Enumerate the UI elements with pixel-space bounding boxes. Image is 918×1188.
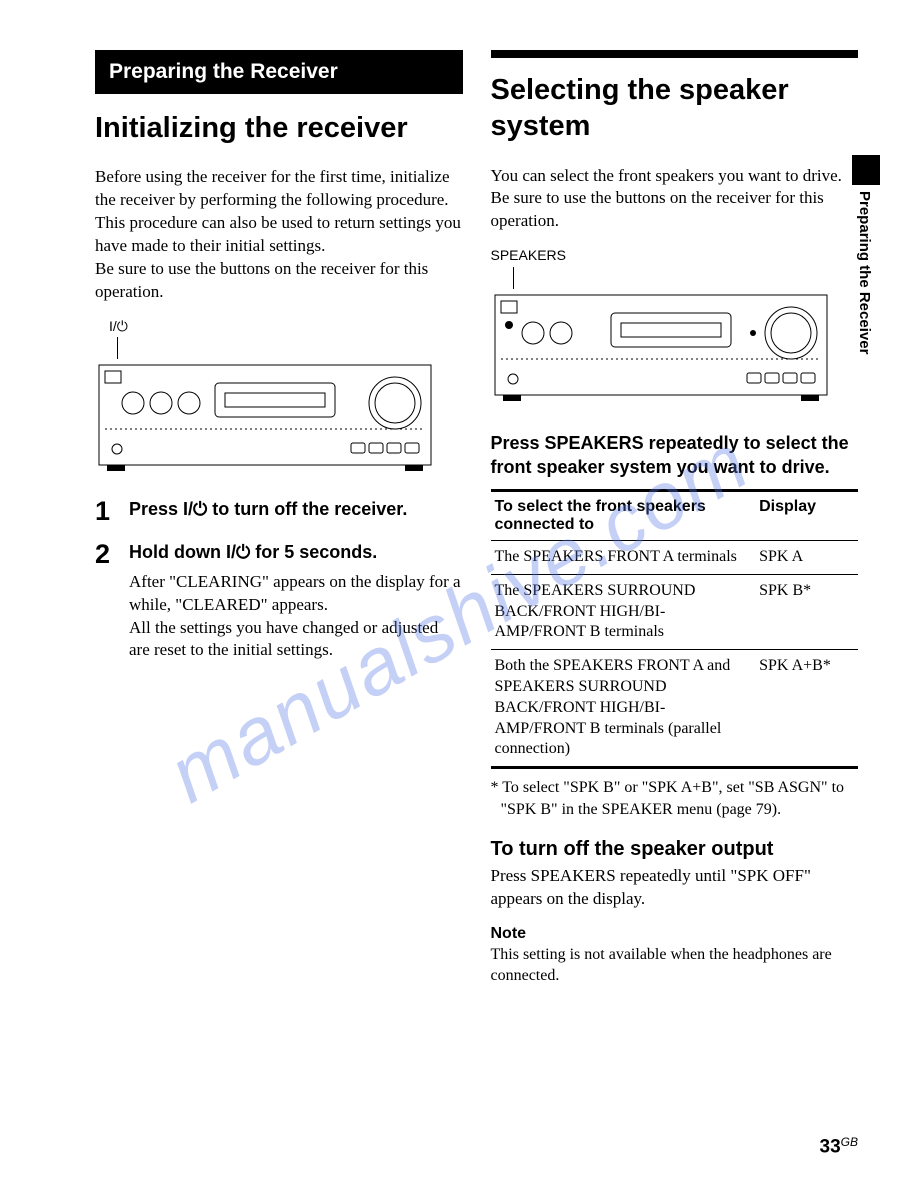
power-callout-label: I/⏻ (109, 318, 463, 335)
left-column: Preparing the Receiver Initializing the … (95, 50, 463, 987)
steps-list: 1 Press I/⏻ to turn off the receiver. 2 … (95, 498, 463, 663)
step-1: 1 Press I/⏻ to turn off the receiver. (95, 498, 463, 527)
page-number: 33GB (820, 1135, 858, 1158)
side-tab-marker (852, 155, 880, 185)
step-text: After "CLEARING" appears on the display … (129, 571, 463, 663)
manual-page: manualshive.com Preparing the Receiver P… (0, 0, 918, 1188)
left-heading: Initializing the receiver (95, 110, 463, 146)
receiver-illustration-icon (95, 359, 435, 479)
table-row: The SPEAKERS FRONT A terminals SPK A (491, 541, 859, 575)
receiver-diagram-left: I/⏻ (95, 318, 463, 484)
right-column: Selecting the speaker system You can sel… (491, 50, 859, 987)
step-2: 2 Hold down I/⏻ for 5 seconds. After "CL… (95, 541, 463, 662)
side-tab: Preparing the Receiver (852, 155, 880, 354)
side-tab-label: Preparing the Receiver (852, 185, 873, 354)
receiver-diagram-right (491, 267, 859, 414)
subheading: To turn off the speaker output (491, 838, 859, 861)
step-title: Press I/⏻ to turn off the receiver. (129, 498, 463, 521)
table-header-col1: To select the front speakers connected t… (491, 491, 756, 541)
table-cell: The SPEAKERS SURROUND BACK/FRONT HIGH/BI… (491, 574, 756, 649)
speakers-callout-label: SPEAKERS (491, 247, 859, 263)
table-cell: SPK A (755, 541, 858, 575)
page-number-value: 33 (820, 1136, 841, 1157)
note-label: Note (491, 925, 859, 943)
right-instruction: Press SPEAKERS repeatedly to select the … (491, 432, 859, 479)
step-title: Hold down I/⏻ for 5 seconds. (129, 541, 463, 564)
section-header: Preparing the Receiver (95, 50, 463, 94)
table-header-col2: Display (755, 491, 858, 541)
step-number: 2 (95, 541, 117, 662)
receiver-illustration-icon (491, 289, 831, 409)
page-number-suffix: GB (841, 1135, 858, 1149)
table-cell: The SPEAKERS FRONT A terminals (491, 541, 756, 575)
callout-line (117, 337, 118, 359)
step-number: 1 (95, 498, 117, 527)
right-intro: You can select the front speakers you wa… (491, 165, 859, 234)
callout-line (513, 267, 514, 289)
left-intro: Before using the receiver for the first … (95, 166, 463, 304)
table-row: Both the SPEAKERS FRONT A and SPEAKERS S… (491, 650, 859, 768)
table-footnote: * To select "SPK B" or "SPK A+B", set "S… (491, 777, 859, 820)
top-rule (491, 50, 859, 58)
right-heading: Selecting the speaker system (491, 72, 859, 145)
table-row: The SPEAKERS SURROUND BACK/FRONT HIGH/BI… (491, 574, 859, 649)
table-cell: Both the SPEAKERS FRONT A and SPEAKERS S… (491, 650, 756, 768)
sub-text: Press SPEAKERS repeatedly until "SPK OFF… (491, 865, 859, 911)
table-cell: SPK A+B* (755, 650, 858, 768)
note-text: This setting is not available when the h… (491, 945, 859, 987)
speakers-table: To select the front speakers connected t… (491, 489, 859, 769)
table-cell: SPK B* (755, 574, 858, 649)
